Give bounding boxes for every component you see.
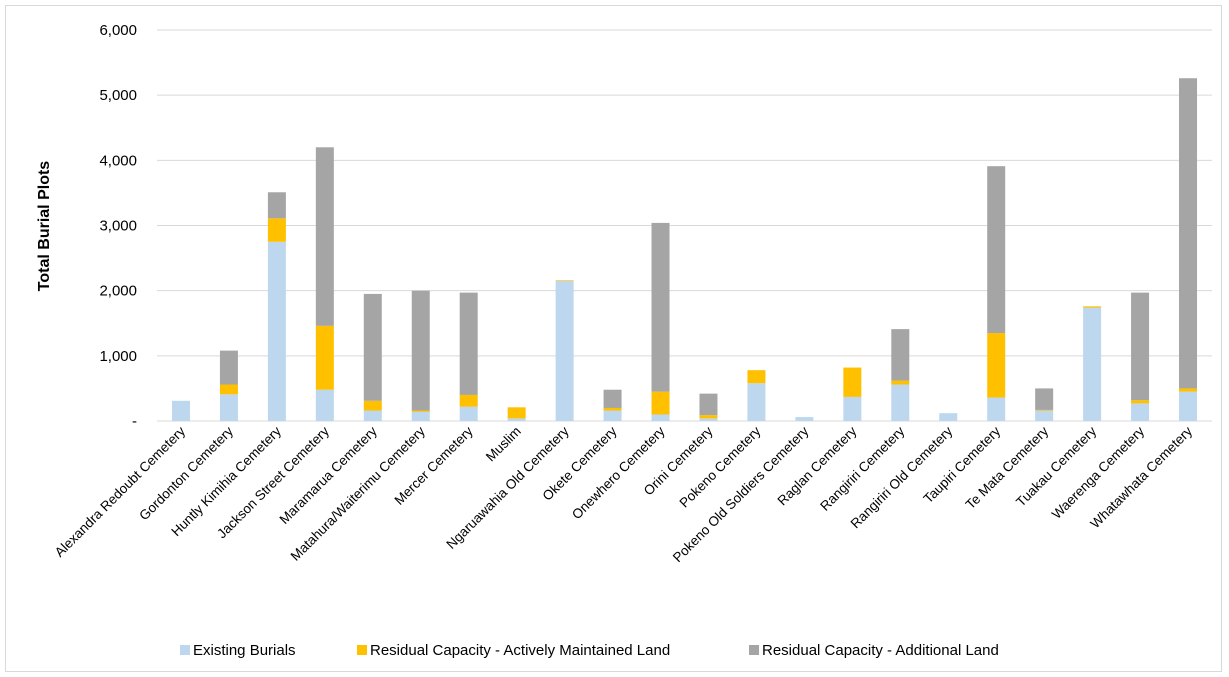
bar-segment — [507, 407, 526, 419]
bar-segment — [555, 280, 574, 421]
y-tick-label: 5,000 — [99, 87, 137, 104]
gridlines — [157, 29, 1212, 422]
x-category-label: Rangiriri Cemetery — [817, 423, 907, 513]
bar-segment — [603, 410, 622, 421]
chart-frame — [5, 5, 1222, 672]
legend-label: Residual Capacity - Additional Land — [762, 642, 999, 659]
bar-segment — [171, 400, 190, 421]
legend-label: Existing Burials — [193, 642, 296, 659]
legend: Existing Burials Residual Capacity - Acti… — [180, 642, 999, 659]
bar-segment — [507, 418, 526, 421]
bar-segment — [363, 410, 382, 421]
x-category-label: Onewhero Cemetery — [569, 423, 668, 522]
x-category-label: Waerenga Cemetery — [1049, 423, 1148, 522]
y-axis-label: Total Burial Plots — [36, 161, 53, 291]
bar-segment — [411, 410, 430, 412]
bar-segment — [1035, 410, 1054, 421]
x-category-label: Te Mata Cemetery — [963, 423, 1052, 512]
legend-swatch — [180, 645, 190, 655]
bar-segment — [1035, 409, 1054, 411]
bar-segment — [1131, 403, 1150, 421]
bar-segment — [795, 417, 814, 421]
bar-segment — [891, 329, 910, 381]
bar-segment — [267, 218, 286, 242]
bar-segment — [651, 222, 670, 392]
bar-segment — [219, 384, 238, 395]
bar-segment — [891, 380, 910, 385]
y-axis-ticks: - 1,000 2,000 3,000 4,000 5,000 6,000 — [99, 22, 137, 430]
bar-segment — [699, 418, 718, 421]
bar-segment — [987, 166, 1006, 334]
bar-segment — [987, 333, 1006, 398]
bar-segment — [603, 389, 622, 408]
bar-segment — [1179, 391, 1198, 421]
y-tick-label: 2,000 — [99, 283, 137, 300]
bar-segment — [1179, 78, 1198, 389]
bar-segment — [1083, 307, 1102, 421]
bar-segment — [315, 389, 334, 421]
y-tick-label: - — [132, 413, 137, 430]
y-tick-label: 6,000 — [99, 22, 137, 39]
bar-segment — [699, 393, 718, 416]
bar-segment — [651, 391, 670, 415]
y-tick-label: 3,000 — [99, 218, 137, 235]
bar-segment — [603, 407, 622, 411]
x-category-label: Tuakau Cemetery — [1013, 423, 1099, 509]
bar-segment — [843, 367, 862, 397]
bar-segment — [1131, 292, 1150, 401]
x-category-label: Muslim — [483, 424, 524, 465]
y-tick-label: 4,000 — [99, 152, 137, 169]
bar-segment — [1179, 388, 1198, 392]
bar-segment — [267, 241, 286, 421]
bar-segment — [315, 147, 334, 326]
bar-segment — [747, 370, 766, 384]
x-category-label: Gordonton Cemetery — [136, 423, 236, 523]
bar-segment — [987, 397, 1006, 421]
bar-segment — [411, 290, 430, 411]
bar-segment — [747, 383, 766, 421]
bar-segment — [1131, 400, 1150, 404]
bar-segment — [219, 350, 238, 385]
bar-segment — [459, 394, 478, 407]
x-category-label: Pokeno Cemetery — [677, 423, 764, 510]
bar-segment — [843, 396, 862, 421]
bar-segment — [459, 406, 478, 421]
bar-segment — [1035, 388, 1054, 410]
bar-segment — [651, 414, 670, 421]
legend-swatch — [749, 645, 759, 655]
bars — [171, 78, 1198, 421]
bar-segment — [363, 293, 382, 401]
bar-segment — [939, 413, 958, 421]
bar-segment — [363, 400, 382, 411]
bar-segment — [555, 280, 574, 281]
legend-label: Residual Capacity - Actively Maintained … — [370, 642, 670, 659]
bar-segment — [411, 411, 430, 421]
bar-segment — [891, 384, 910, 421]
bar-segment — [219, 394, 238, 421]
bar-segment — [315, 325, 334, 390]
y-tick-label: 1,000 — [99, 348, 137, 365]
bar-segment — [267, 192, 286, 219]
bar-segment — [1083, 306, 1102, 308]
legend-swatch — [357, 645, 367, 655]
bar-segment — [699, 415, 718, 419]
bar-segment — [459, 292, 478, 395]
